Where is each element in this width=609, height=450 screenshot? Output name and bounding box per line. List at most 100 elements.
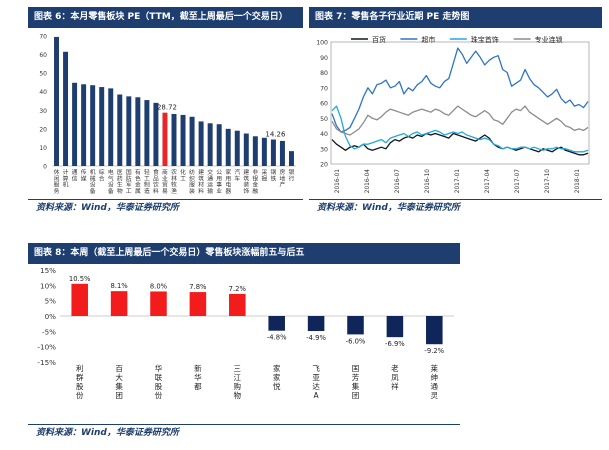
x-tick-label: 2018-01: [575, 169, 581, 194]
x-tick-label: 国防军工: [126, 169, 132, 195]
data-label: -9.2%: [424, 347, 444, 355]
legend-label: 百货: [372, 35, 386, 44]
series-line: [331, 132, 589, 156]
y-tick-label: 90: [320, 55, 328, 62]
bar: [180, 114, 186, 166]
x-tick-label: 通信: [72, 168, 78, 182]
x-tick-label: 计算机: [63, 168, 69, 189]
x-tick-label: 莱绅通灵: [431, 363, 439, 400]
x-tick-label: 传媒: [81, 168, 87, 182]
y-tick-label: 30: [320, 146, 328, 153]
series-line: [331, 105, 589, 136]
bar: [81, 84, 87, 166]
y-tick-label: 5%: [45, 297, 57, 306]
chart1-pe-bar-chart: 0 10 20 30 40 50 60 70 休闲服务计算机通信传媒机械设备综合电气设备医药生物…: [39, 34, 296, 195]
x-tick-label: 房地产: [280, 168, 286, 189]
data-label: 8.1%: [110, 282, 128, 290]
bar: [71, 283, 88, 316]
chart3-source: 资料来源：Wind，华泰证券研究所: [36, 428, 179, 438]
bar: [126, 96, 132, 166]
data-label: 7.8%: [189, 283, 207, 291]
bar: [150, 291, 167, 316]
x-tick-label: 新华都: [194, 363, 202, 391]
legend-label: 超市: [421, 35, 435, 44]
bar: [198, 121, 204, 166]
x-tick-label: 国芳集团: [352, 364, 360, 400]
x-tick-label: 飞亚达 A: [312, 364, 320, 400]
series-line: [331, 105, 589, 153]
x-tick-label: 老凤祥: [391, 363, 399, 391]
y-tick-label: 50: [39, 71, 47, 78]
x-tick-label: 建筑装饰: [243, 168, 249, 195]
bar: [189, 116, 195, 166]
data-label: 14.26: [265, 131, 286, 139]
bar: [243, 133, 249, 166]
x-tick-label: 2017-07: [515, 169, 521, 194]
data-label: 28.72: [157, 104, 177, 112]
bar: [347, 316, 364, 335]
bar: [261, 137, 267, 166]
bar: [135, 97, 141, 166]
x-tick-label: 机械设备: [90, 168, 96, 195]
y-tick-label: -10%: [37, 343, 56, 352]
data-label: 10.5%: [69, 275, 91, 283]
bar: [171, 114, 177, 166]
bar: [225, 128, 231, 166]
x-tick-label: 2016-07: [395, 169, 401, 194]
bar: [307, 316, 325, 332]
bar: [234, 130, 240, 166]
x-tick-label: 华联股份: [155, 363, 163, 400]
chart3-panel: 15% 10% 5% 0% -5% -10% -15% 10.5% 利群股份 8.1% 百大集团 8.…: [28, 264, 460, 424]
x-tick-label: 化工: [180, 168, 186, 182]
y-tick-label: 20: [320, 162, 328, 169]
y-tick-label: 60: [39, 52, 47, 59]
bar: [189, 292, 207, 316]
y-tick-label: 60: [320, 101, 328, 108]
bar: [216, 124, 222, 166]
chart1-source-divider: [28, 199, 303, 200]
bar: [270, 139, 276, 166]
x-tick-label: 银行: [289, 168, 295, 182]
x-tick-label: 利群股份: [76, 363, 84, 400]
x-tick-label: 百大集团: [115, 364, 123, 400]
legend-label: 珠宝首饰: [471, 35, 499, 44]
x-tick-label: 医药生物: [117, 169, 123, 195]
x-tick-label: 2016-01: [335, 169, 341, 194]
bar: [54, 36, 60, 166]
bar: [426, 316, 443, 345]
x-tick-label: 采掘: [261, 168, 267, 182]
y-tick-label: 70: [320, 85, 328, 92]
y-tick-label: 10: [39, 145, 47, 152]
chart1-header: 图表 6：本月零售板块 PE（TTM，截至上周最后一个交易日）: [28, 7, 303, 28]
y-tick-label: 100: [316, 40, 328, 47]
data-label: 7.2%: [229, 285, 247, 293]
x-tick-label: 2017-04: [485, 169, 491, 194]
bar: [229, 293, 246, 316]
bar: [162, 112, 168, 166]
x-tick-label: 综合: [99, 168, 105, 182]
bar: [144, 100, 150, 166]
bar: [108, 88, 114, 166]
y-tick-label: -5%: [42, 327, 56, 336]
y-tick-label: 20: [39, 126, 47, 133]
x-tick-label: 农林牧渔: [171, 168, 177, 195]
x-tick-label: 电气设备: [108, 168, 114, 195]
y-tick-label: 70: [39, 34, 47, 41]
x-tick-label: 2017-01: [455, 169, 461, 194]
y-tick-label: 0%: [45, 312, 57, 321]
y-tick-label: -15%: [37, 358, 56, 367]
y-tick-label: 0: [43, 164, 47, 171]
data-label: -6.9%: [385, 340, 405, 348]
bar: [386, 316, 404, 338]
data-label: -4.9%: [306, 334, 326, 342]
chart3-change-bar-chart: 15% 10% 5% 0% -5% -10% -15% 10.5% 利群股份 8.1% 百大集团 8.…: [37, 266, 454, 400]
bar: [153, 102, 159, 166]
bar: [63, 51, 69, 166]
y-tick-label: 15%: [40, 266, 56, 275]
x-tick-label: 建筑材料: [198, 168, 204, 195]
x-tick-label: 钢铁: [271, 168, 277, 182]
x-tick-label: 纺织服装: [189, 168, 195, 195]
x-tick-label: 汽车: [234, 168, 240, 182]
x-tick-label: 轻工制造: [144, 168, 150, 195]
bar: [99, 87, 105, 166]
